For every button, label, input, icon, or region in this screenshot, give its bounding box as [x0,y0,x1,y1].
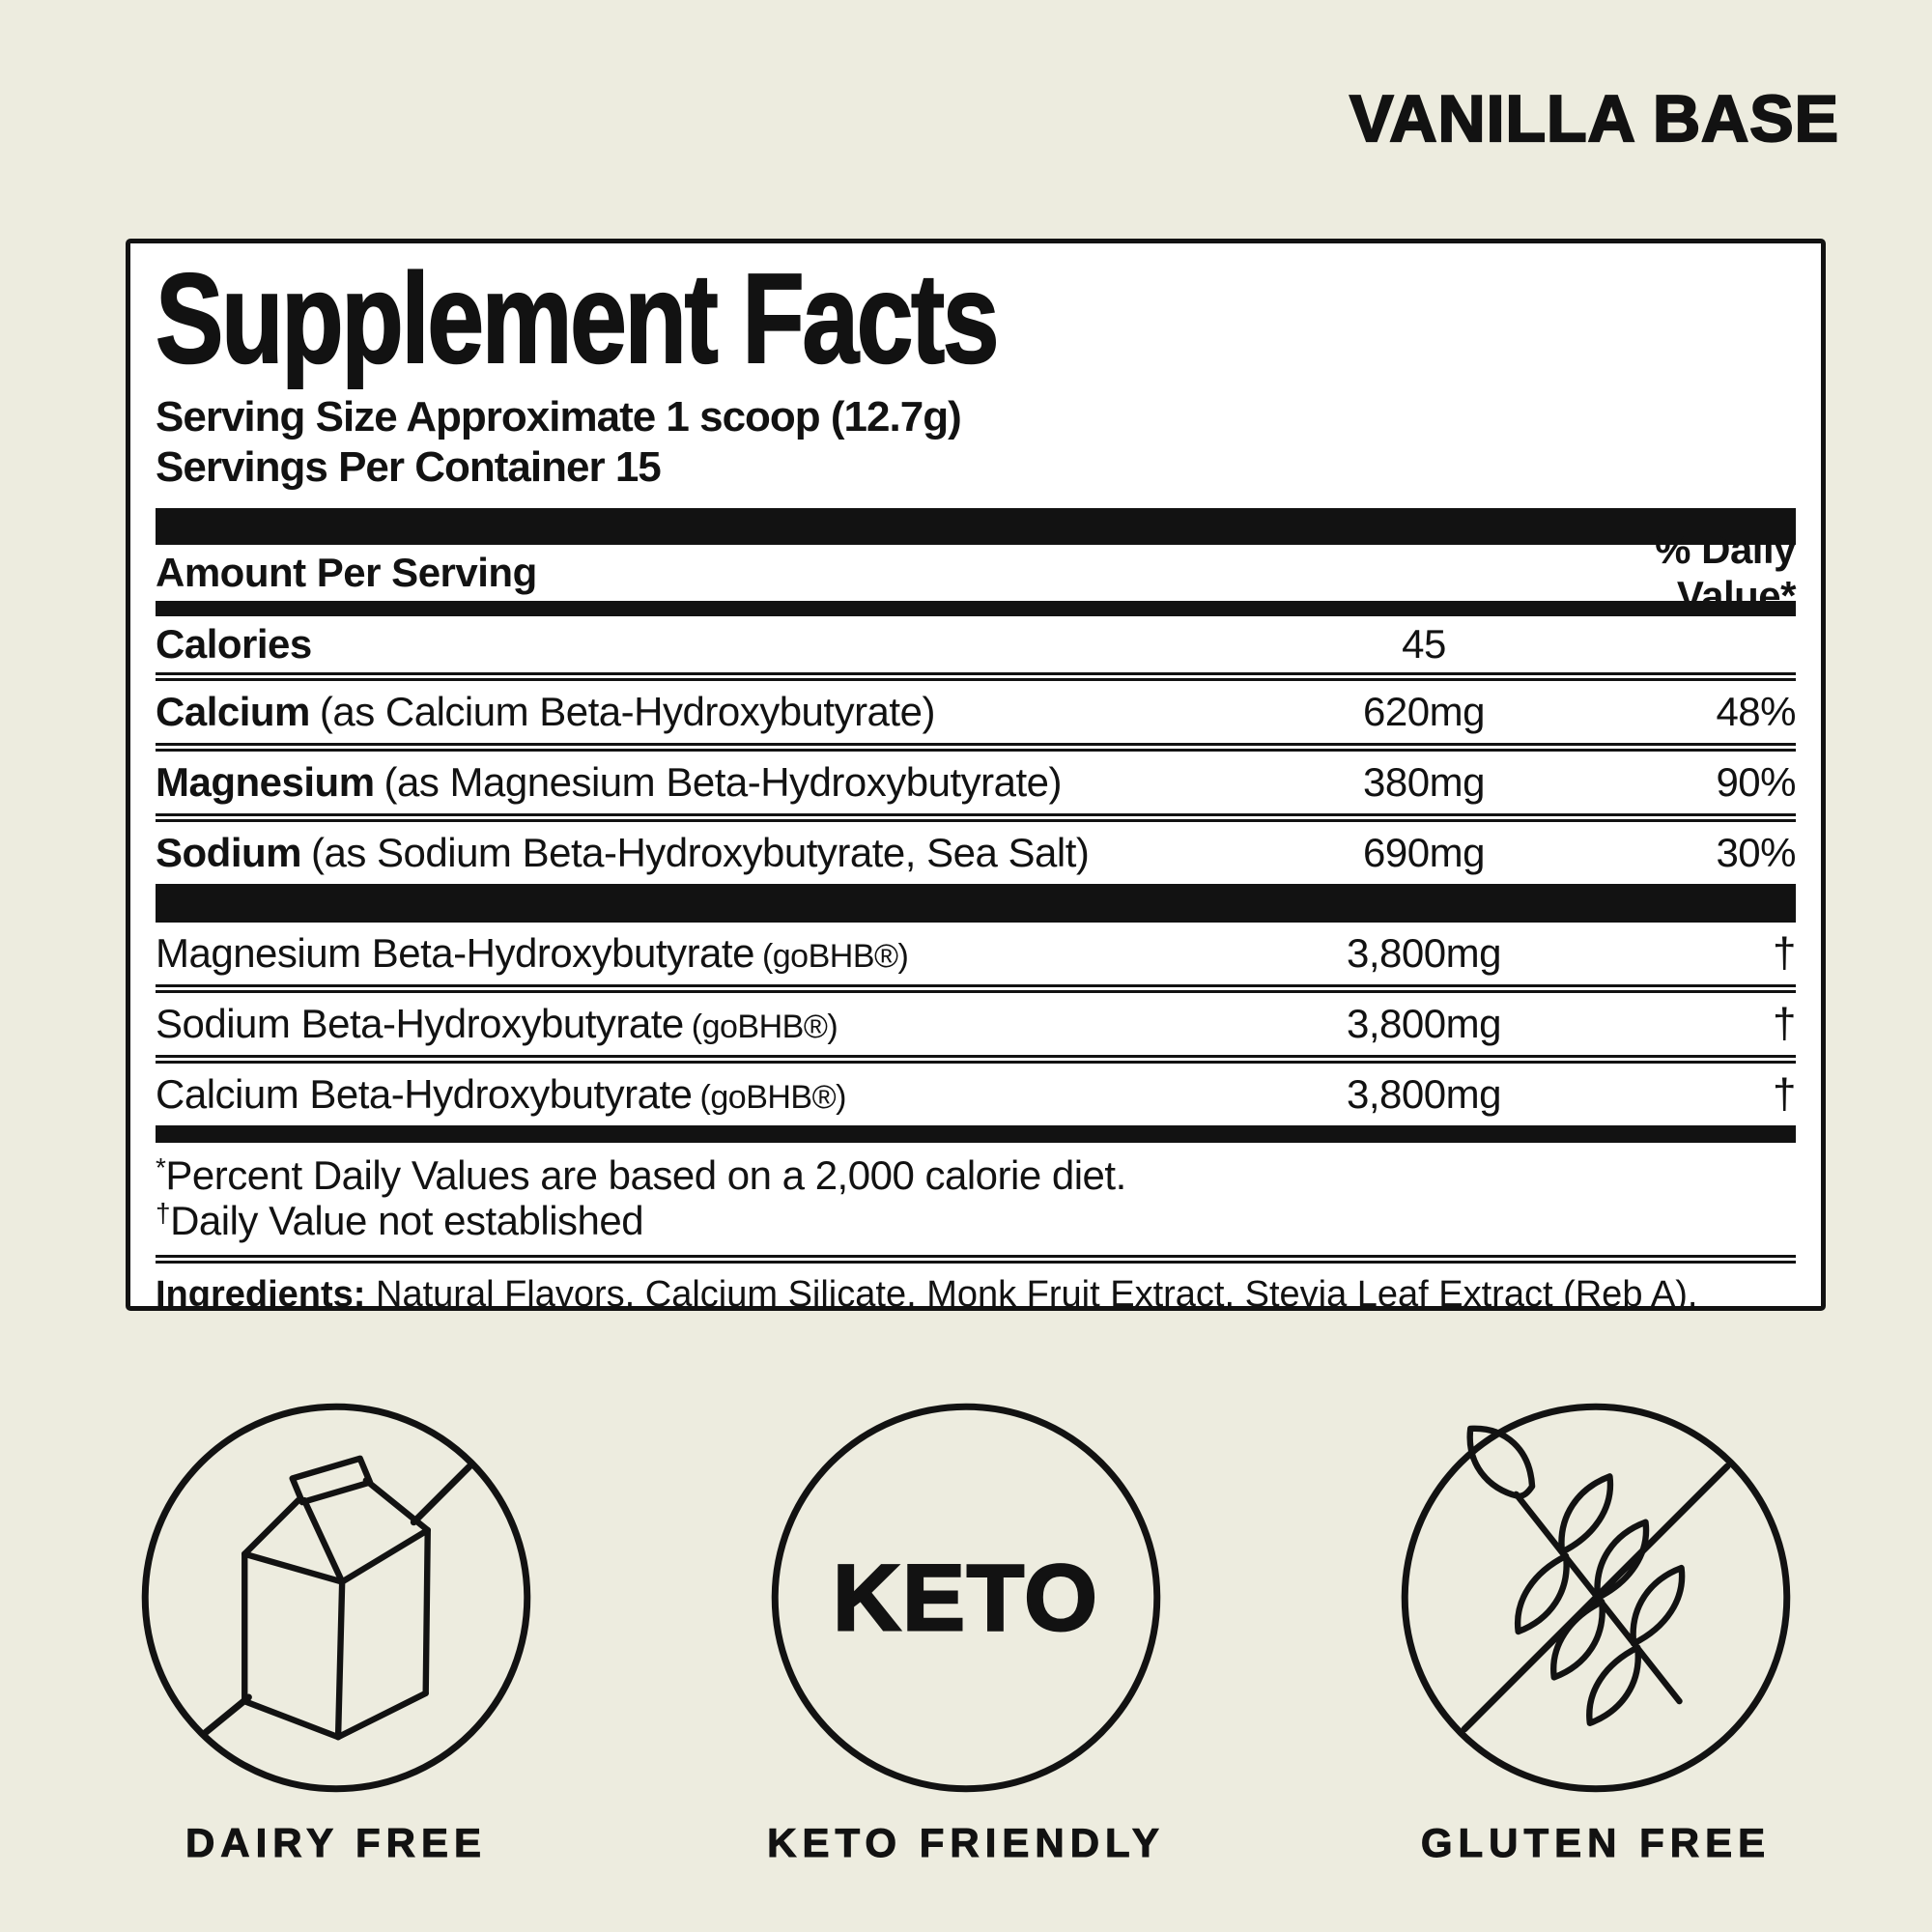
ingredients-text: Natural Flavors, Calcium Silicate, Monk … [365,1273,1698,1311]
nutrient-name: Calcium Beta-Hydroxybutyrate [156,1070,693,1117]
no-dairy-icon [141,1403,531,1793]
nutrient-name: Magnesium Beta-Hydroxybutyrate [156,929,754,976]
column-header-daily-value: % Daily Value* [1655,526,1796,618]
divider-rule [156,742,1796,752]
nutrient-name: Sodium Beta-Hydroxybutyrate [156,1000,684,1046]
footnote-marker: * [156,1151,166,1182]
nutrient-dv: 48% [1716,688,1796,734]
nutrient-amount: 3,800mg [1347,929,1501,976]
page-title: VANILLA BASE [1349,81,1839,156]
nutrient-amount: 45 [1402,620,1446,667]
table-row-magnesium-bhb: Magnesium Beta-Hydroxybutyrate (goBHB®) 3… [156,923,1797,984]
nutrient-detail: (as Sodium Beta-Hydroxybutyrate, Sea Sal… [311,829,1090,875]
footnote-marker: † [156,1197,171,1228]
nutrient-brand: (goBHB®) [761,937,909,975]
nutrient-dv: † [1773,1069,1796,1118]
table-row-calcium-bhb: Calcium Beta-Hydroxybutyrate (goBHB®) 3,8… [156,1064,1797,1125]
divider-rule-ingredients [156,1254,1796,1264]
badge-keto-friendly: KETO KETO FRIENDLY [763,1399,1169,1866]
badge-label: KETO FRIENDLY [767,1820,1165,1866]
nutrient-dv: † [1773,928,1796,977]
milk-carton-icon [242,1455,431,1741]
supplement-facts-panel: Supplement Facts Serving Size Approximat… [126,239,1826,1311]
nutrient-detail: (as Calcium Beta-Hydroxybutyrate) [319,688,936,734]
divider-rule [156,812,1796,822]
table-row-magnesium: Magnesium (as Magnesium Beta-Hydroxybutyr… [156,752,1797,813]
nutrient-amount: 3,800mg [1347,1000,1501,1046]
keto-circle-text: KETO [833,1545,1098,1650]
nutrient-name: Magnesium [156,758,375,805]
ingredients: Ingredients: Natural Flavors, Calcium Si… [156,1273,1796,1311]
nutrient-amount: 620mg [1363,688,1485,734]
table-row-calories: Calories 45 [156,616,1796,672]
nutrient-name: Calcium [156,688,310,734]
table-row-sodium-bhb: Sodium Beta-Hydroxybutyrate (goBHB®) 3,80… [156,993,1797,1055]
divider-rule [156,1054,1796,1064]
panel-heading: Supplement Facts [155,247,1000,389]
nutrient-brand: (goBHB®) [699,1078,847,1116]
table-row-sodium: Sodium (as Sodium Beta-Hydroxybutyrate, S… [156,822,1797,884]
nutrient-name: Sodium [156,829,302,875]
serving-size: Serving Size Approximate 1 scoop (12.7g) [156,393,962,440]
footnotes: *Percent Daily Values are based on a 2,0… [156,1152,1796,1243]
nutrient-amount: 380mg [1363,758,1485,805]
nutrient-dv: 90% [1716,758,1796,805]
divider-bar-header [156,600,1796,616]
column-header-row: Amount Per Serving % Daily Value* [156,526,1797,618]
wheat-icon [1466,1425,1686,1726]
ingredients-label: Ingredients: [156,1273,366,1311]
column-header-amount: Amount Per Serving [156,549,537,595]
footnote-text: Daily Value not established [170,1197,644,1243]
nutrient-brand: (goBHB®) [691,1008,838,1045]
badge-dairy-free: DAIRY FREE [133,1399,539,1866]
nutrient-dv: 30% [1716,829,1796,875]
divider-rule [156,671,1796,681]
keto-circle-icon: KETO [771,1403,1161,1793]
nutrient-detail: (as Magnesium Beta-Hydroxybutyrate) [384,758,1063,805]
footnote-not-established: †Daily Value not established [156,1198,1796,1243]
divider-bar-middle [156,883,1796,923]
badge-label: DAIRY FREE [185,1820,488,1866]
divider-rule [156,983,1796,993]
divider-bar-bottom [156,1124,1796,1143]
no-gluten-icon [1401,1403,1791,1793]
nutrient-name: Calories [156,620,312,667]
badge-row: DAIRY FREE KETO KETO FRIENDLY GLUTEN F [0,1399,1932,1866]
badge-gluten-free: GLUTEN FREE [1393,1399,1799,1866]
divider-bar-top [156,507,1796,545]
nutrient-amount: 3,800mg [1347,1070,1501,1117]
nutrient-dv: † [1773,999,1796,1047]
footnote-daily-values: *Percent Daily Values are based on a 2,0… [156,1152,1796,1198]
servings-per-container: Servings Per Container 15 [156,442,662,491]
badge-label: GLUTEN FREE [1420,1820,1772,1866]
nutrient-amount: 690mg [1363,829,1485,875]
footnote-text: Percent Daily Values are based on a 2,00… [165,1151,1126,1198]
table-row-calcium: Calcium (as Calcium Beta-Hydroxybutyrate)… [156,681,1797,743]
